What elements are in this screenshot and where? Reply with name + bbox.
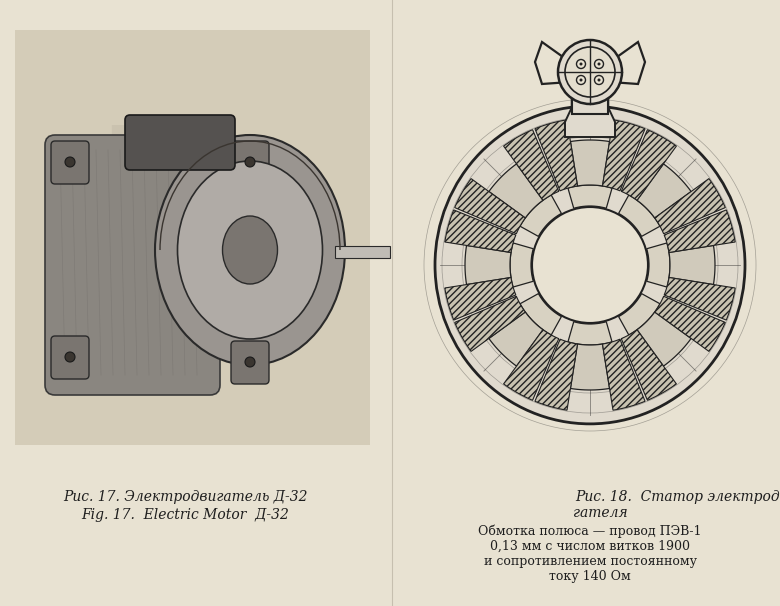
Polygon shape (654, 179, 725, 234)
Polygon shape (568, 322, 612, 345)
Ellipse shape (155, 135, 345, 365)
Polygon shape (465, 245, 511, 285)
Circle shape (245, 157, 255, 167)
Text: току 140 Ом: току 140 Ом (549, 570, 631, 583)
Polygon shape (637, 312, 691, 366)
Polygon shape (619, 195, 660, 236)
Circle shape (245, 357, 255, 367)
Text: Рис. 17. Электродвигатель Д-32: Рис. 17. Электродвигатель Д-32 (62, 490, 307, 504)
Polygon shape (535, 120, 577, 191)
Polygon shape (602, 120, 645, 191)
Polygon shape (570, 140, 609, 186)
Text: О: О (226, 153, 274, 207)
Circle shape (65, 352, 75, 362)
Circle shape (594, 59, 604, 68)
Polygon shape (445, 278, 516, 320)
Polygon shape (455, 179, 525, 234)
Circle shape (565, 47, 615, 97)
Circle shape (597, 79, 601, 81)
Polygon shape (520, 195, 562, 236)
Text: Fig. 17.  Electric Motor  Д-32: Fig. 17. Electric Motor Д-32 (81, 508, 289, 522)
FancyBboxPatch shape (572, 92, 608, 114)
Polygon shape (637, 164, 691, 218)
Circle shape (558, 40, 622, 104)
FancyBboxPatch shape (231, 141, 269, 184)
Polygon shape (504, 330, 558, 401)
Polygon shape (654, 296, 725, 351)
Circle shape (532, 207, 648, 323)
Polygon shape (510, 243, 534, 287)
FancyBboxPatch shape (51, 336, 89, 379)
FancyBboxPatch shape (51, 141, 89, 184)
Circle shape (594, 76, 604, 84)
FancyBboxPatch shape (231, 341, 269, 384)
Bar (335, 246, 390, 258)
Polygon shape (535, 339, 577, 410)
Polygon shape (455, 296, 525, 351)
Bar (15, 30, 370, 445)
Bar (400, 10, 770, 590)
Polygon shape (565, 107, 615, 137)
Ellipse shape (222, 216, 278, 284)
Text: 0,13 мм с числом витков 1900: 0,13 мм с числом витков 1900 (490, 540, 690, 553)
Circle shape (576, 59, 586, 68)
Polygon shape (619, 293, 660, 335)
Text: и сопротивлением постоянному: и сопротивлением постоянному (484, 555, 697, 568)
Polygon shape (669, 245, 715, 285)
Ellipse shape (435, 106, 745, 424)
FancyBboxPatch shape (125, 115, 235, 170)
Text: Рис. 18.  Статор электродви-: Рис. 18. Статор электродви- (575, 490, 780, 504)
Polygon shape (520, 293, 562, 335)
Polygon shape (665, 210, 736, 253)
Polygon shape (489, 312, 543, 366)
Text: Д: Д (96, 123, 164, 197)
FancyBboxPatch shape (45, 135, 220, 395)
Polygon shape (647, 243, 670, 287)
Polygon shape (621, 130, 676, 200)
Polygon shape (504, 130, 558, 200)
Circle shape (580, 79, 583, 81)
Polygon shape (665, 278, 736, 320)
Polygon shape (602, 339, 645, 410)
Polygon shape (570, 344, 609, 390)
Text: гателя: гателя (573, 506, 627, 520)
Circle shape (597, 62, 601, 65)
Circle shape (576, 76, 586, 84)
Polygon shape (568, 185, 612, 208)
Polygon shape (445, 210, 516, 253)
Polygon shape (621, 330, 676, 401)
Polygon shape (489, 164, 543, 218)
Ellipse shape (178, 161, 322, 339)
Circle shape (65, 157, 75, 167)
Text: Обмотка полюса — провод ПЭВ-1: Обмотка полюса — провод ПЭВ-1 (478, 525, 702, 539)
Circle shape (580, 62, 583, 65)
